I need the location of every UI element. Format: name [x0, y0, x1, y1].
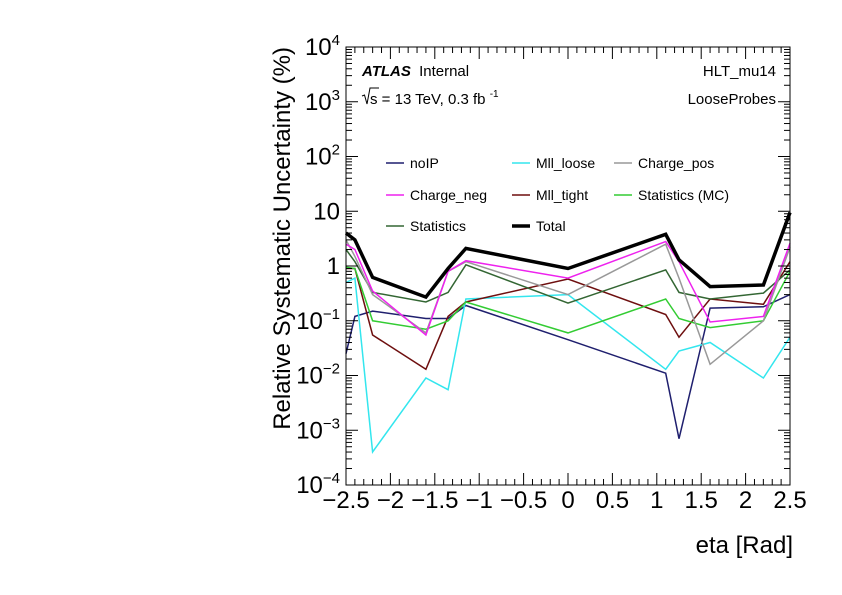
series-line-total: [344, 211, 792, 300]
atlas-text: ATLAS: [361, 63, 411, 80]
sqrt-icon: [361, 87, 379, 105]
series-line-mll-loose: [345, 276, 791, 455]
y-tick-label: 10−2: [296, 361, 340, 390]
y-tick-label: 10−4: [296, 470, 340, 499]
y-tick-label: 104: [305, 32, 340, 61]
x-tick-label: −1: [466, 487, 493, 514]
series-layer: [344, 211, 792, 455]
legend-label-noip: noIP: [410, 155, 439, 171]
x-tick-label: −2: [377, 487, 404, 514]
x-tick-label: −2.5: [322, 487, 369, 514]
y-axis-title: Relative Systematic Uncertainty (%): [269, 47, 296, 430]
y-tick-label: 102: [305, 142, 340, 171]
series-line-mll-tight: [346, 261, 791, 371]
x-axis-title: eta [Rad]: [696, 532, 793, 559]
legend-label-statistics-mc-: Statistics (MC): [638, 187, 729, 203]
energy-exp: -1: [490, 89, 499, 100]
series-line-statistics-mc-: [345, 266, 791, 334]
energy-label: s = 13 TeV, 0.3 fb -1: [361, 87, 499, 108]
legend-label-charge-pos: Charge_pos: [638, 155, 714, 171]
x-tick-label: −1.5: [411, 487, 458, 514]
series-line-charge-neg: [345, 240, 791, 337]
series-line-charge-pos: [345, 239, 791, 366]
legend-label-total: Total: [536, 218, 566, 234]
y-tick-label: 10: [313, 198, 340, 225]
svg-text:s = 13 TeV, 0.3 fb: s = 13 TeV, 0.3 fb -1: [370, 89, 499, 108]
y-tick-label: 1: [327, 253, 340, 280]
x-tick-label: 1.5: [685, 487, 718, 514]
y-tick-label: 10−1: [296, 306, 340, 335]
axes-layer: [345, 46, 791, 486]
legend: noIP Mll_loose Charge_pos Charge_neg Mll_tig…: [386, 155, 729, 234]
energy-text: = 13 TeV, 0.3 fb: [382, 91, 486, 108]
x-tick-label: 2.5: [773, 487, 806, 514]
energy-prefix: s: [370, 91, 378, 108]
x-tick-label: −0.5: [500, 487, 547, 514]
svg-text:ATLAS Internal: ATLAS Internal: [361, 63, 469, 80]
plot-frame: [345, 46, 791, 486]
trigger-label: HLT_mu14: [703, 63, 776, 80]
tick-labels: −2.5 −2 −1.5 −1 −0.5 0 0.5 1 1.5 2 2.5 10−4 10−3 10−2…: [296, 32, 807, 514]
internal-text: Internal: [419, 63, 469, 80]
y-tick-label: 103: [305, 87, 340, 116]
series-line-noip: [345, 293, 791, 439]
x-tick-label: 0.5: [596, 487, 629, 514]
atlas-label: ATLAS Internal: [361, 63, 469, 80]
legend-label-mll-tight: Mll_tight: [536, 187, 588, 203]
x-tick-label: 2: [739, 487, 752, 514]
y-tick-label: 10−3: [296, 415, 340, 444]
probes-label: LooseProbes: [688, 91, 776, 108]
legend-label-charge-neg: Charge_neg: [410, 187, 487, 203]
x-tick-label: 1: [650, 487, 663, 514]
x-tick-label: 0: [561, 487, 574, 514]
legend-label-mll-loose: Mll_loose: [536, 155, 595, 171]
legend-label-statistics: Statistics: [410, 218, 466, 234]
